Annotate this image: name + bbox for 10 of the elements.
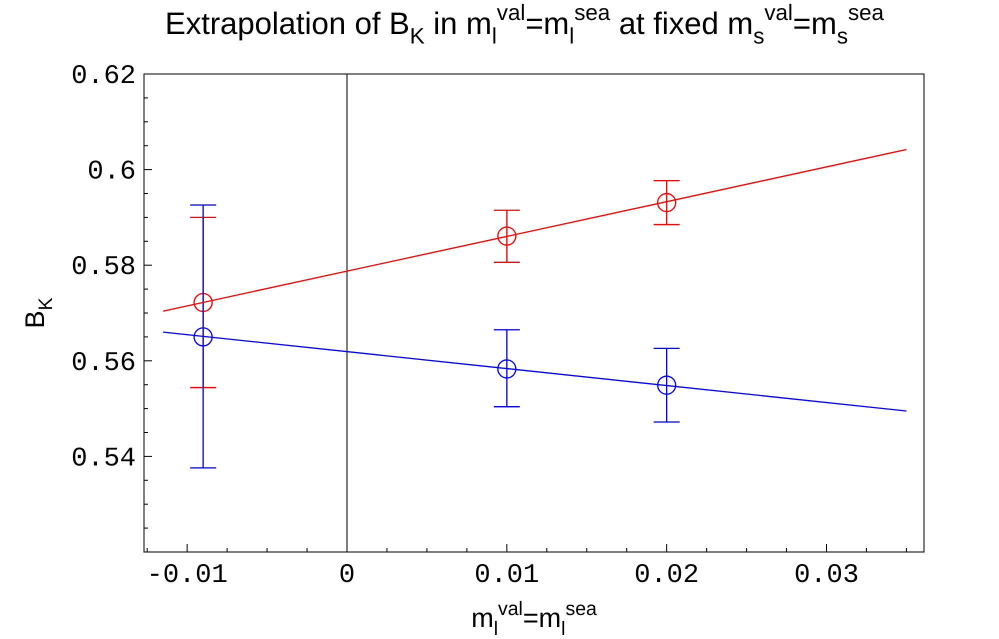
x-tick-label: -0.01 xyxy=(146,561,228,591)
x-tick-label: 0.03 xyxy=(794,561,859,591)
x-tick-label: 0 xyxy=(338,561,356,591)
x-tick-label: 0.02 xyxy=(634,561,700,591)
y-tick-label: 0.58 xyxy=(71,253,136,284)
y-tick-label: 0.62 xyxy=(71,62,136,92)
x-tick-label: 0.01 xyxy=(474,561,540,591)
y-tick-label: 0.54 xyxy=(71,444,136,474)
y-tick-label: 0.6 xyxy=(87,158,136,188)
y-tick-label: 0.56 xyxy=(71,348,136,379)
